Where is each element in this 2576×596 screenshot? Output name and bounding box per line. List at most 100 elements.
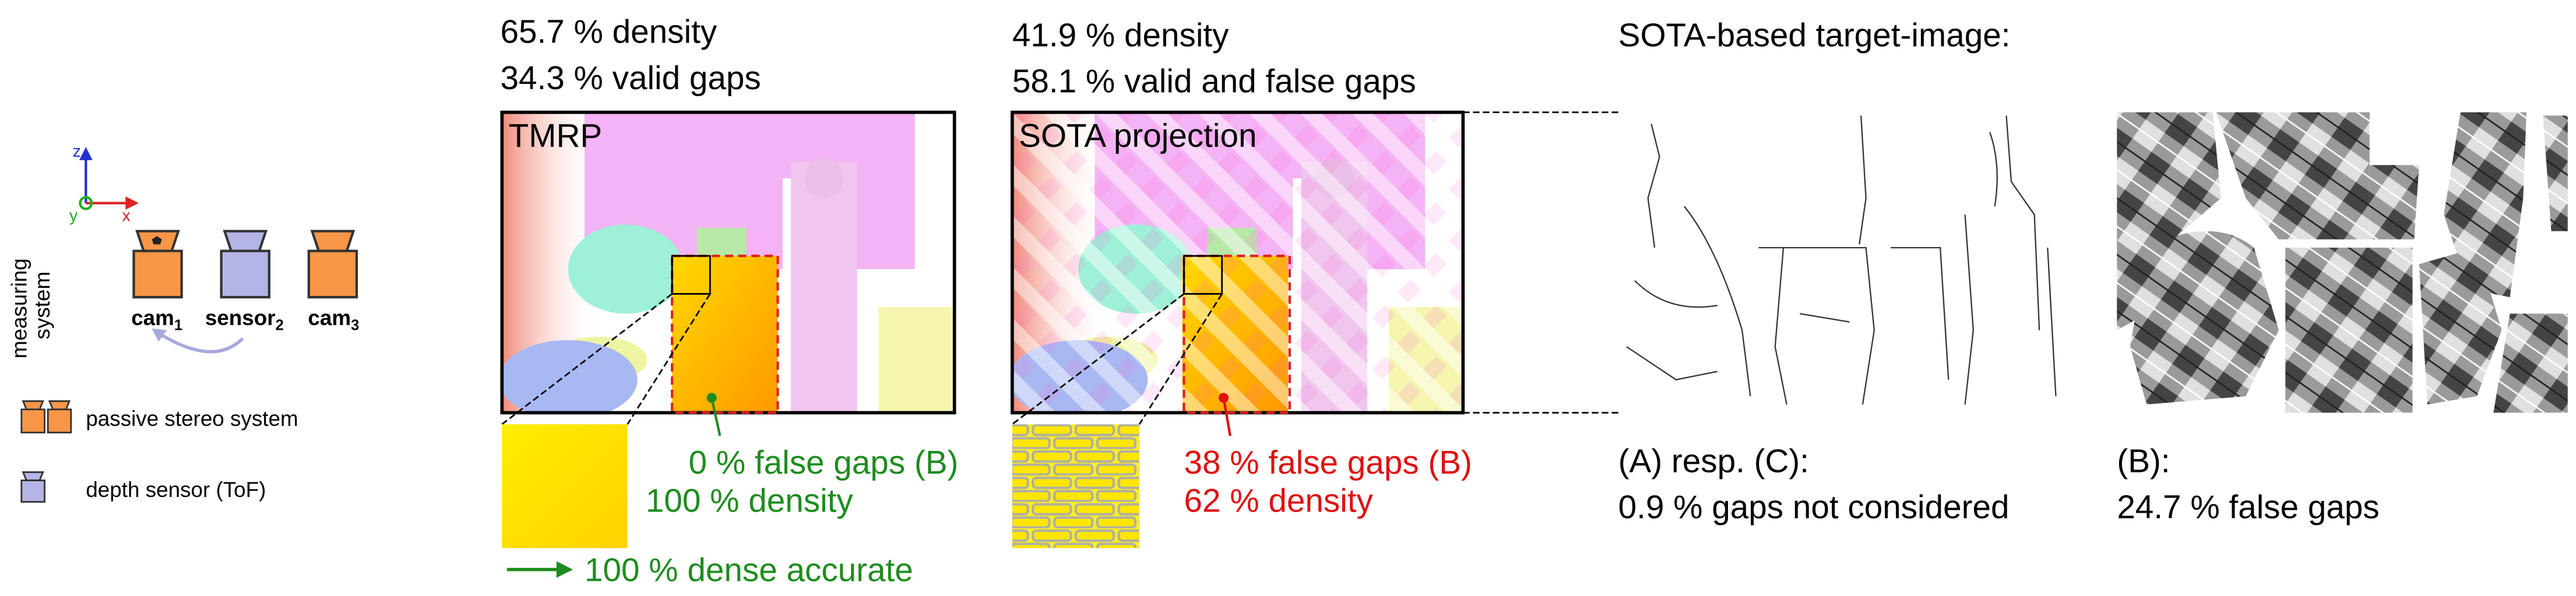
device-label: cam1	[131, 306, 182, 334]
legend-icon-tof-shape	[22, 471, 44, 482]
pointer-line	[710, 397, 722, 436]
axis-label: x	[122, 207, 131, 225]
target-images: SOTA-based target-image:	[1618, 17, 2568, 526]
caption-line: measuring	[7, 258, 31, 358]
legend-icon-stereo-shape	[22, 400, 44, 411]
target-image-a-shape	[1774, 247, 1787, 405]
zoom-stat: 38 % false gaps (B)	[1184, 445, 1472, 481]
zoom-source	[671, 255, 711, 295]
tmrp-image-shape	[502, 112, 955, 413]
note-arrow-head	[556, 561, 573, 578]
axes-shape	[125, 196, 139, 210]
tmrp-panel: 65.7 % density 34.3 % valid gaps TMRP 0 …	[500, 14, 959, 588]
target-image-b	[2117, 112, 2568, 413]
zoom-stat: 100 % density	[646, 482, 854, 519]
sota-image	[1012, 112, 1465, 413]
axes-shape	[79, 196, 93, 210]
sota-image-shape	[1012, 112, 1465, 413]
target-image-a-shape	[1647, 124, 1660, 248]
axes: z x y	[69, 142, 139, 225]
target-image-a	[1618, 112, 2064, 413]
panel-stat: 58.1 % valid and false gaps	[1012, 64, 1416, 100]
sota-panel: 41.9 % density 58.1 % valid and false ga…	[1011, 17, 1618, 548]
target-title: SOTA-based target-image:	[1618, 17, 2011, 54]
target-image-a-shape	[1800, 313, 1850, 323]
target-image-a-shape	[2005, 115, 2040, 330]
device-name: cam	[131, 306, 174, 330]
zoom-stat: 62 % density	[1184, 482, 1374, 519]
target-image-b-shape	[2493, 313, 2568, 413]
device-icons-shape	[223, 230, 268, 252]
device-icons-shape	[310, 230, 356, 252]
target-image-a-shape	[1758, 246, 1875, 405]
zoom-region	[1183, 255, 1291, 414]
axes-shape	[79, 147, 93, 160]
legend-icon-tof-shape	[20, 479, 45, 503]
zoom-region	[671, 255, 779, 414]
transform-arrow-head	[152, 328, 167, 342]
legend-icon-tof	[20, 471, 45, 503]
device-icons-shape	[152, 236, 162, 245]
system-caption: measuring system	[7, 252, 54, 358]
target-image-b-shape	[2419, 248, 2502, 405]
device-label: sensor2	[205, 306, 284, 334]
target-image-a-shape	[1684, 206, 1751, 397]
axis-label: z	[73, 142, 81, 161]
target-image-b-shape	[2130, 231, 2279, 405]
zoom-image	[502, 424, 628, 548]
legend-icon-stereo-shape	[48, 400, 71, 411]
device-icons-shape	[220, 249, 270, 299]
target-image-a-shape	[1989, 132, 1998, 207]
target-image-a-shape	[1859, 115, 1867, 245]
panel-title: SOTA projection	[1019, 118, 1257, 154]
target-image-a-shape	[1626, 346, 1718, 380]
panel-title: TMRP	[509, 118, 603, 154]
transform-arrow	[161, 333, 244, 354]
zoom-image	[1012, 424, 1139, 548]
device-name: cam	[308, 306, 351, 330]
tmrp-image	[502, 112, 955, 413]
legend-icon-stereo-shape	[20, 408, 45, 433]
image-frame	[1011, 110, 1465, 415]
device-icons	[132, 230, 358, 299]
legend-icon-stereo-shape	[47, 408, 72, 433]
target-image-b-shape	[2444, 112, 2526, 298]
target-image-a-shape	[1618, 112, 2064, 413]
legend-entry: depth sensor (ToF)	[86, 478, 266, 502]
legend-icon-stereo	[20, 400, 72, 433]
panel-stat: 65.7 % density	[501, 14, 717, 51]
device-icons-shape	[307, 249, 358, 299]
target-image-b-shape	[2543, 115, 2568, 231]
target-stat: 24.7 % false gaps	[2117, 489, 2379, 526]
target-image-a-shape	[1891, 246, 1949, 380]
device-name: sensor	[205, 306, 276, 330]
zoom-source	[1183, 255, 1223, 295]
device-index: 2	[276, 318, 284, 334]
panel-stat: 34.3 % valid gaps	[501, 60, 761, 97]
device-label: cam3	[308, 306, 359, 334]
target-label: (A) resp. (C):	[1618, 443, 1809, 479]
device-index: 1	[174, 318, 182, 334]
target-label: (B):	[2117, 443, 2170, 479]
target-image-b-shape	[2216, 112, 2370, 239]
device-index: 3	[351, 318, 359, 334]
panel-note: 100 % dense accurate	[585, 552, 913, 588]
device-icons-shape	[132, 249, 183, 299]
axis-label: y	[69, 207, 78, 225]
target-image-a-shape	[1964, 214, 1974, 405]
zoom-line	[1011, 293, 1185, 425]
zoom-line	[627, 293, 711, 425]
caption-line: system	[30, 271, 54, 340]
panel-stat: 41.9 % density	[1012, 17, 1229, 54]
target-image-a-shape	[1634, 280, 1718, 308]
zoom-stat: 0 % false gaps (B)	[689, 445, 959, 481]
measuring-system: measuring system z x y cam1 sensor2 cam3	[7, 142, 359, 503]
zoom-line	[501, 293, 673, 425]
target-image-a-shape	[2047, 248, 2057, 397]
target-image-b-shape	[2285, 248, 2413, 413]
legend-entry: passive stereo system	[86, 407, 298, 431]
target-image-b-shape	[2369, 165, 2419, 239]
target-stat: 0.9 % gaps not considered	[1618, 489, 2010, 526]
zoom-line	[1138, 293, 1223, 425]
